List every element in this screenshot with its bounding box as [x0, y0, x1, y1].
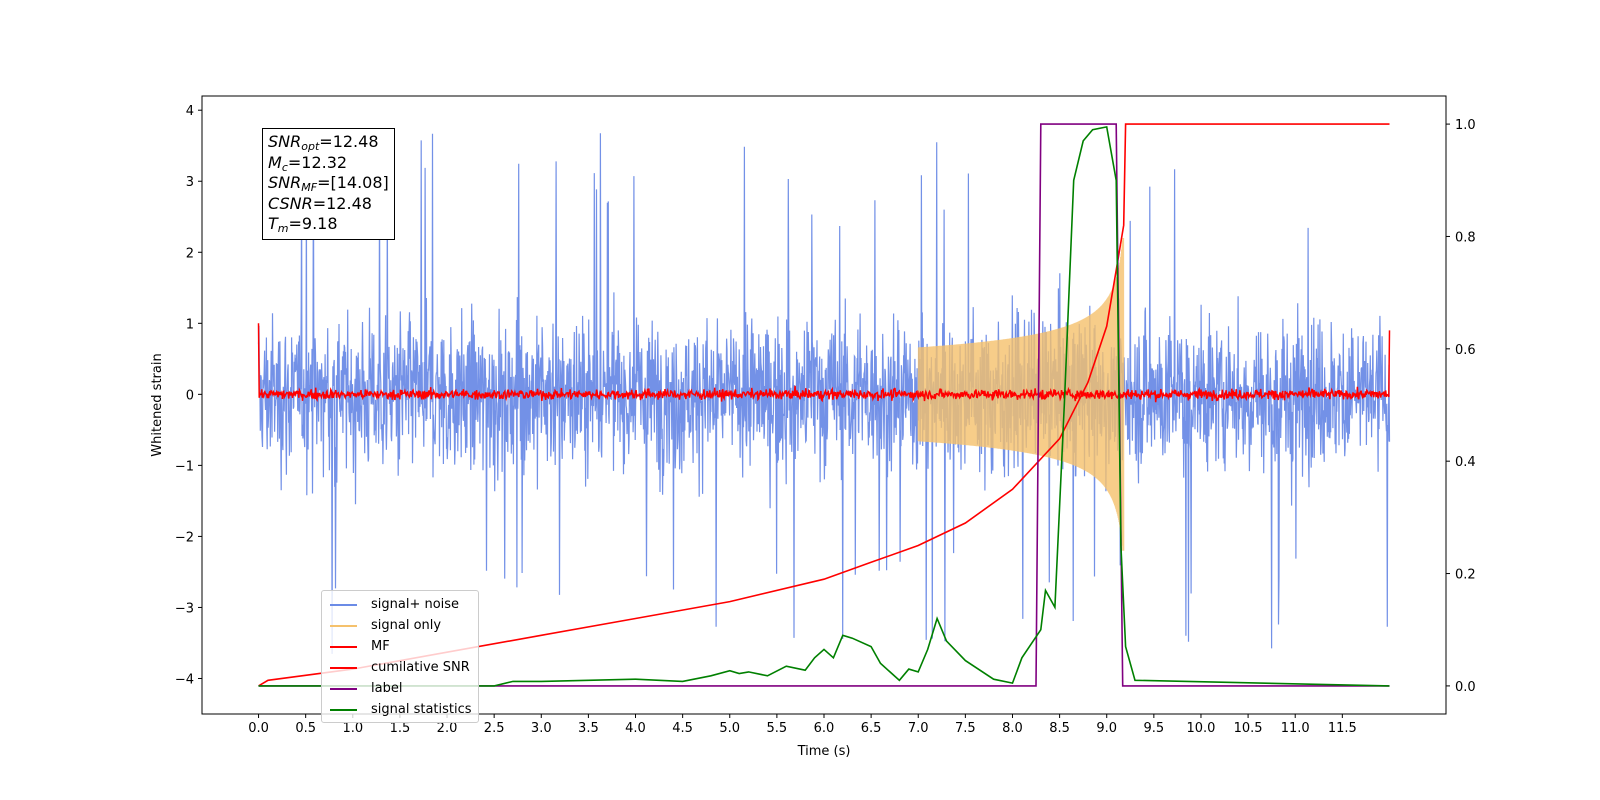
- y2-tick-label: 0.6: [1455, 343, 1476, 358]
- x-tick-label: 2.5: [484, 721, 505, 736]
- merger-time-annotation: Tm=9.18: [268, 214, 338, 235]
- legend-item-label: label: [322, 678, 478, 699]
- x-tick-label: 0.5: [295, 721, 316, 736]
- legend-label: label: [371, 681, 403, 696]
- y-tick-label: 1: [186, 317, 194, 332]
- y2-tick-label: 0.0: [1455, 680, 1476, 695]
- legend-swatch: [330, 666, 357, 669]
- legend-swatch: [330, 687, 357, 690]
- x-tick-label: 1.5: [390, 721, 411, 736]
- y-tick-label: −4: [175, 672, 194, 687]
- y-tick-label: −2: [175, 530, 194, 545]
- legend-swatch: [330, 645, 357, 648]
- x-tick-label: 1.0: [342, 721, 363, 736]
- csnr-annotation: CSNR=12.48: [268, 193, 372, 213]
- x-tick-label: 10.5: [1234, 721, 1263, 736]
- legend-item-signal-statistics: signal statistics: [322, 699, 478, 720]
- x-tick-label: 11.5: [1328, 721, 1357, 736]
- legend-label: MF: [371, 639, 390, 654]
- y-tick-label: 0: [186, 388, 194, 403]
- x-tick-label: 9.0: [1096, 721, 1117, 736]
- legend-item-cumulative-snr: cumilative SNR: [322, 657, 478, 678]
- legend: signal+ noise signal only MF cumilative …: [321, 590, 479, 723]
- legend-item-mf: MF: [322, 636, 478, 657]
- y-tick-label: 2: [186, 246, 194, 261]
- snr-opt-annotation: SNRopt=12.48: [268, 132, 379, 153]
- x-tick-label: 8.0: [1002, 721, 1023, 736]
- y2-tick-label: 0.4: [1455, 455, 1476, 470]
- legend-label: cumilative SNR: [371, 660, 470, 675]
- legend-item-signal-noise: signal+ noise: [322, 594, 478, 615]
- x-tick-label: 6.0: [814, 721, 835, 736]
- x-tick-label: 5.0: [719, 721, 740, 736]
- legend-swatch: [330, 603, 357, 606]
- y-tick-label: −1: [175, 459, 194, 474]
- x-tick-label: 6.5: [861, 721, 882, 736]
- legend-swatch: [330, 708, 357, 711]
- x-tick-label: 9.5: [1144, 721, 1165, 736]
- y-axis-label: Whitened strain: [150, 353, 165, 456]
- x-tick-label: 3.0: [531, 721, 552, 736]
- x-tick-label: 10.0: [1186, 721, 1215, 736]
- x-tick-label: 8.5: [1049, 721, 1070, 736]
- chirp-mass-annotation: Mc=12.32: [268, 152, 348, 174]
- series-signal-only: [917, 237, 1125, 551]
- x-tick-label: 0.0: [248, 721, 269, 736]
- x-tick-label: 3.5: [578, 721, 599, 736]
- legend-item-signal-only: signal only: [322, 615, 478, 636]
- x-tick-label: 4.5: [672, 721, 693, 736]
- x-tick-label: 5.5: [767, 721, 788, 736]
- y2-tick-label: 0.8: [1455, 230, 1476, 245]
- x-tick-label: 4.0: [625, 721, 646, 736]
- annotation-box: SNRopt=12.48 Mc=12.32 SNRMF=[14.08] CSNR…: [262, 128, 395, 240]
- x-tick-label: 2.0: [437, 721, 458, 736]
- y-tick-label: 3: [186, 175, 194, 190]
- x-tick-label: 11.0: [1281, 721, 1310, 736]
- snr-mf-annotation: SNRMF=[14.08]: [268, 173, 389, 194]
- x-tick-label: 7.5: [955, 721, 976, 736]
- y-tick-label: −3: [175, 601, 194, 616]
- x-tick-label: 7.0: [908, 721, 929, 736]
- legend-label: signal only: [371, 618, 442, 633]
- series-signal-noise: [257, 133, 1391, 654]
- series-mf: [257, 323, 1391, 403]
- series-label: [258, 123, 1390, 687]
- y2-tick-label: 1.0: [1455, 118, 1476, 133]
- legend-label: signal+ noise: [371, 597, 460, 612]
- y-tick-label: 4: [186, 104, 194, 119]
- legend-swatch: [330, 624, 357, 627]
- series-signal-statistics: [258, 125, 1390, 687]
- x-axis-label: Time (s): [797, 744, 851, 759]
- y2-tick-label: 0.2: [1455, 568, 1476, 583]
- legend-label: signal statistics: [371, 702, 472, 717]
